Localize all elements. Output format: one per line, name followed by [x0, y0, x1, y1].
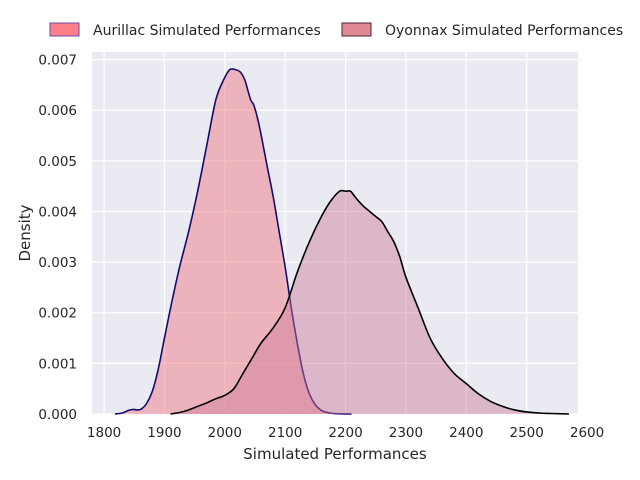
x-tick-label: 2000 [208, 425, 242, 441]
series-2-line [170, 189, 569, 415]
y-axis-ticks: 0.000 0.001 0.002 0.003 0.004 0.005 0.006 0.007 [38, 53, 77, 423]
y-axis-label: Density [16, 204, 34, 261]
x-tick-label: 2600 [570, 425, 604, 441]
x-tick-label: 2200 [328, 425, 362, 441]
legend-label-1: Aurillac Simulated Performances [93, 23, 321, 39]
x-tick-label: 1900 [147, 425, 181, 441]
legend-swatch-2 [341, 22, 372, 37]
series-2-area [170, 190, 569, 414]
legend: Aurillac Simulated Performances Oyonnax S… [49, 22, 623, 39]
legend-swatch-1 [49, 22, 80, 37]
x-axis-ticks: 1800 1900 2000 2100 2200 2300 2400 2500 2600 [87, 425, 604, 441]
y-tick-label: 0.002 [38, 306, 77, 322]
y-tick-label: 0.001 [38, 356, 77, 372]
y-tick-label: 0.003 [38, 255, 77, 271]
series-1-area [114, 68, 352, 414]
density-areas [114, 68, 569, 415]
x-tick-label: 2500 [510, 425, 544, 441]
y-tick-label: 0.004 [38, 204, 77, 220]
x-tick-label: 2300 [389, 425, 423, 441]
legend-label-2: Oyonnax Simulated Performances [385, 23, 623, 39]
y-tick-label: 0.007 [38, 53, 77, 69]
x-tick-label: 2400 [449, 425, 483, 441]
y-tick-label: 0.005 [38, 154, 77, 170]
x-tick-label: 1800 [87, 425, 121, 441]
series-1-line [114, 68, 352, 415]
y-tick-label: 0.006 [38, 103, 77, 119]
x-axis-label: Simulated Performances [243, 445, 427, 463]
y-tick-label: 0.000 [38, 407, 77, 423]
x-tick-label: 2100 [268, 425, 302, 441]
